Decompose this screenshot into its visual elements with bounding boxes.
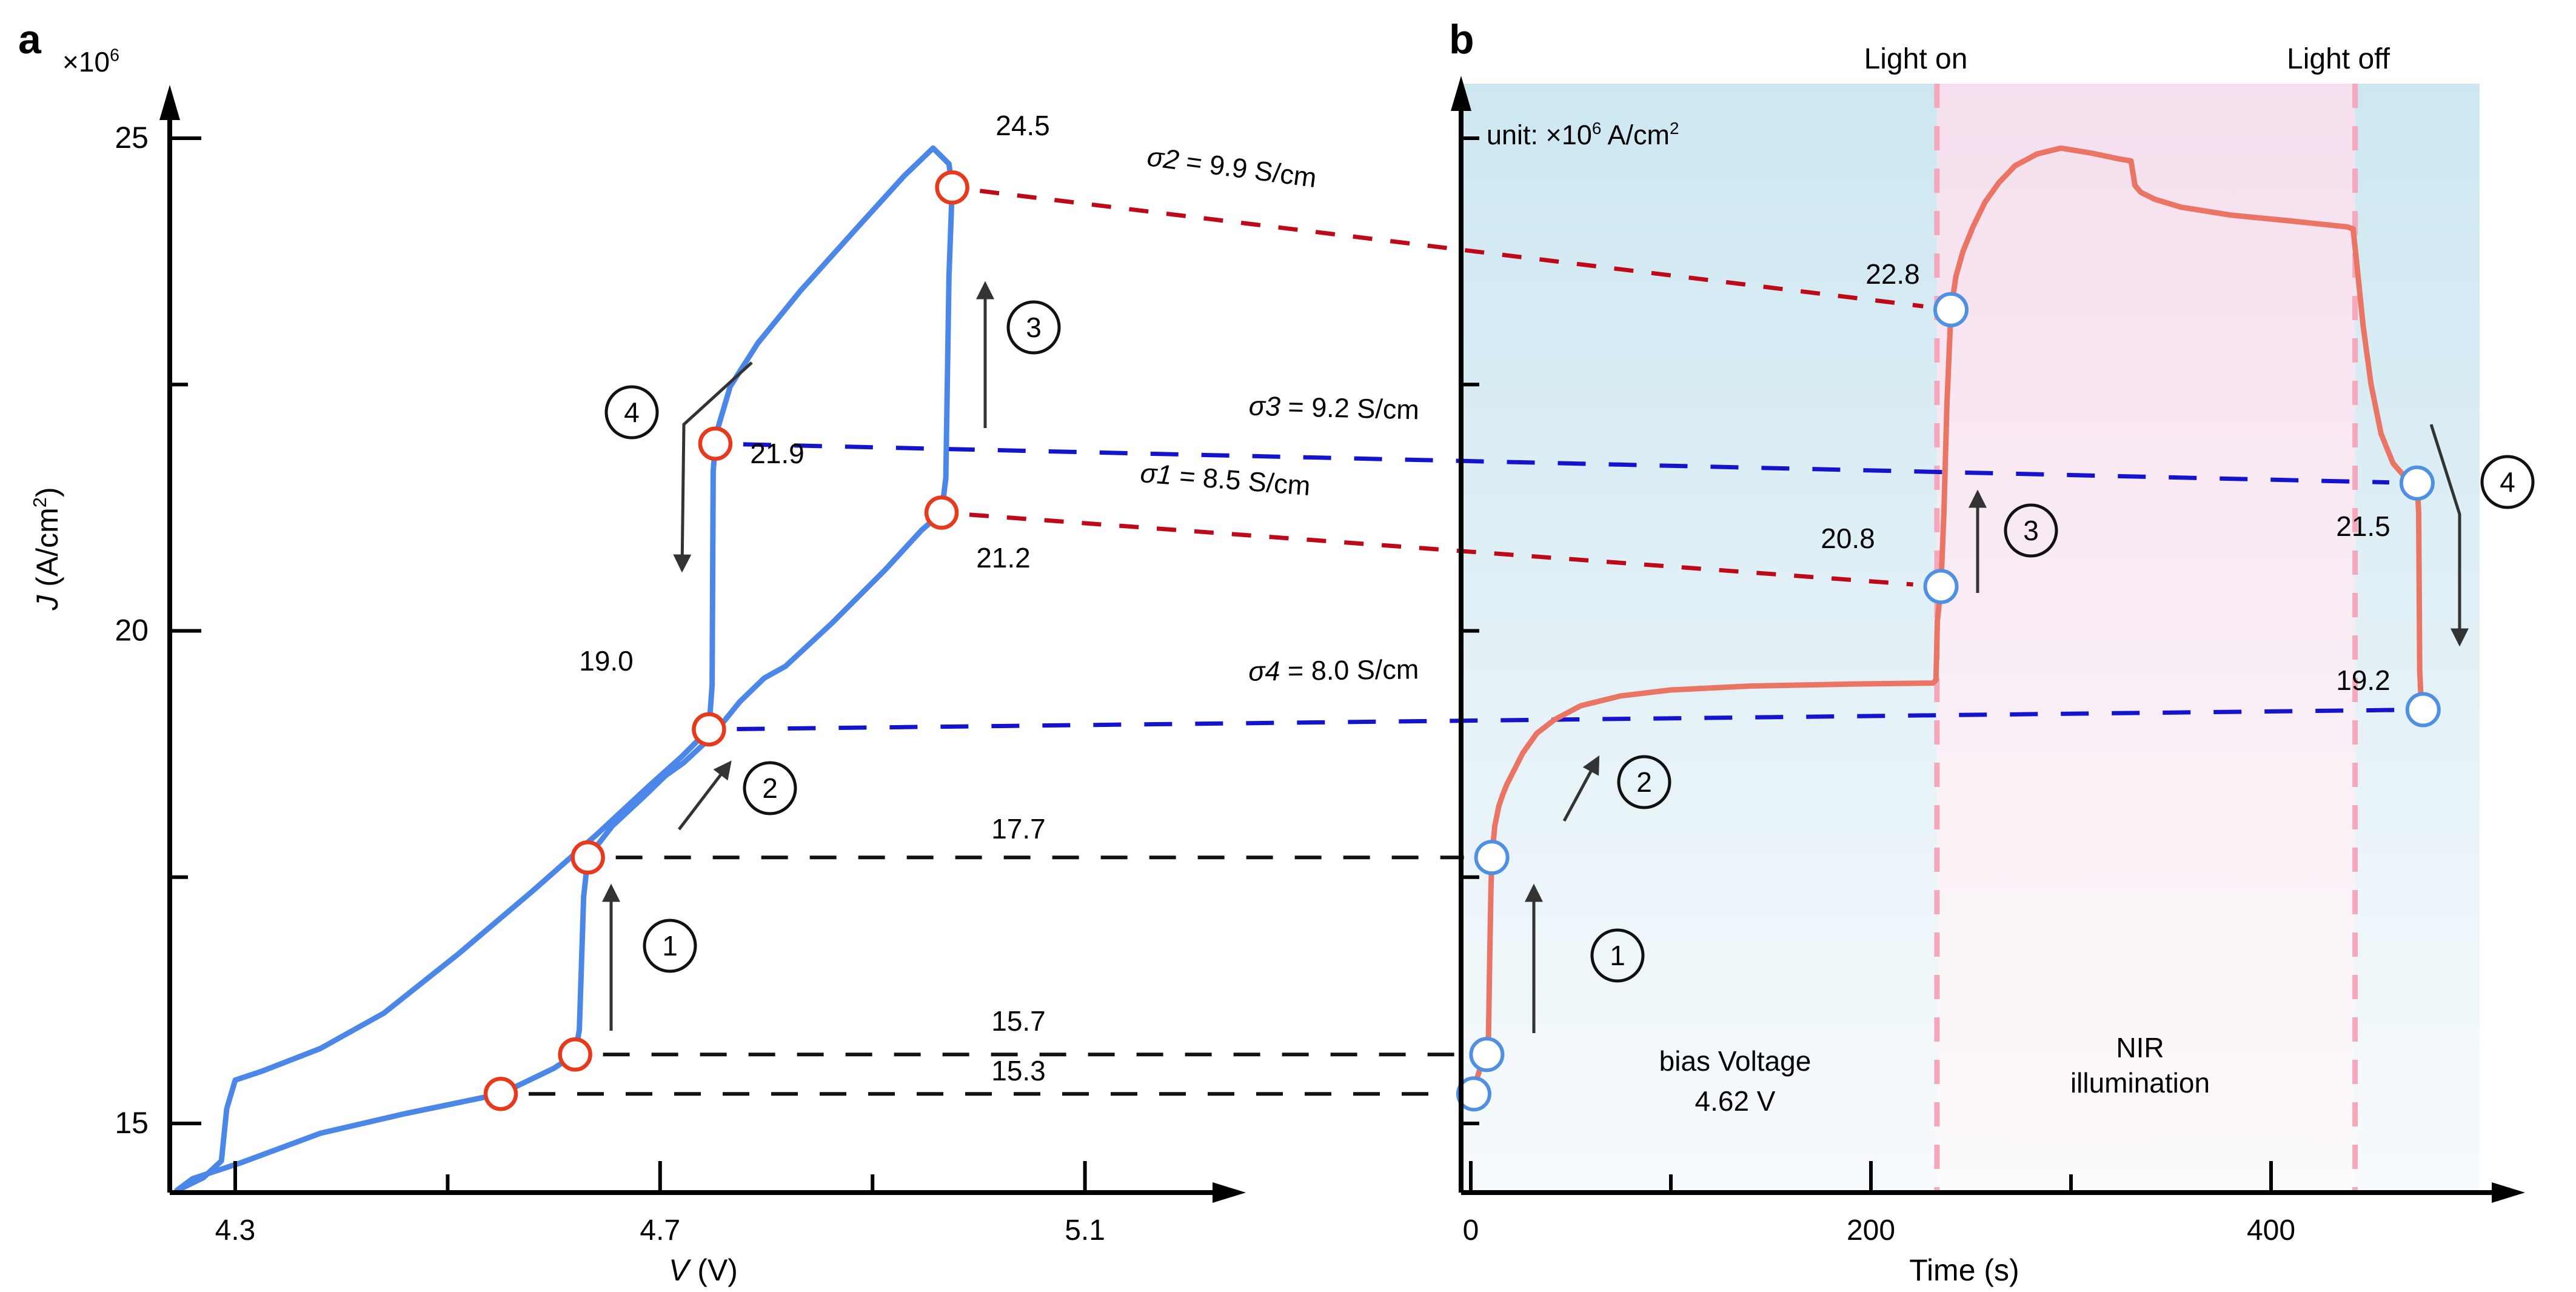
panel-a-marker-21.2 xyxy=(924,495,959,530)
sigma3-connector-line xyxy=(743,442,2389,485)
sigma4-label: σ4 = 8.0 S/cm xyxy=(1248,654,1419,686)
panel-a-y-tick-label-25: 25 xyxy=(115,121,149,155)
panel-b-x-tick-label-0: 0 xyxy=(1463,1214,1479,1247)
panel-b-unit-note: unit: ×106 A/cm2 xyxy=(1487,119,1679,150)
panel-b-x-tick-label-400: 400 xyxy=(2247,1214,2295,1247)
panel-b-step-number-3: 3 xyxy=(2023,515,2039,546)
panel-b-value-label-22.8: 22.8 xyxy=(1865,258,1920,290)
panel-b-letter: b xyxy=(1449,16,1474,62)
panel-a-step-arrow-2 xyxy=(678,760,732,831)
panel-a-y-axis-arrowhead xyxy=(159,85,180,120)
panel-a-value-label-19.0: 19.0 xyxy=(579,645,634,677)
panel-a-value-label-21.9: 21.9 xyxy=(750,438,805,469)
panel-a-marker-15.7 xyxy=(558,1037,592,1072)
panel-a-value-label-24.5: 24.5 xyxy=(995,110,1050,141)
panel-b-region-label-1: 4.62 V xyxy=(1695,1085,1776,1117)
panel-b-region-label-0: bias Voltage xyxy=(1659,1045,1812,1077)
light-off-label: Light off xyxy=(2287,43,2390,75)
panel-a-value-label-15.7: 15.7 xyxy=(991,1005,1046,1037)
panel-b-step-circle-2 xyxy=(1617,755,1671,809)
panel-b-y-axis-arrowhead xyxy=(1451,76,1471,111)
panel-b-step-circle-1 xyxy=(1590,928,1645,983)
panel-b-marker-19.2 xyxy=(2405,692,2441,728)
panel-a-step-circle-1 xyxy=(643,919,697,973)
panel-a-y-tick-label-15: 15 xyxy=(115,1106,149,1140)
sigma2-connector-line xyxy=(979,189,1924,309)
sigma4-connector-line xyxy=(737,708,2395,731)
panel-a-letter: a xyxy=(18,16,42,62)
panel-a-value-label-15.3: 15.3 xyxy=(991,1055,1046,1086)
panel-a-jv-curve xyxy=(174,145,955,1193)
panel-a-marker-15.3 xyxy=(483,1077,518,1111)
panel-b-region-label-3: illumination xyxy=(2070,1067,2210,1099)
panel-a-step-circle-2 xyxy=(743,761,797,815)
panel-b-x-axis-label: Time (s) xyxy=(1909,1253,2019,1287)
panel-b-value-label-19.2: 19.2 xyxy=(2336,664,2390,696)
panel-b-marker-17.7 xyxy=(1474,840,1510,875)
panel-a-x-tick-label-4.3: 4.3 xyxy=(215,1214,256,1247)
panel-b-step-circle-4 xyxy=(2480,455,2535,509)
panel-b-x-axis-arrowhead xyxy=(2492,1182,2525,1203)
panel-a-x-axis-label: V (V) xyxy=(669,1253,738,1287)
panel-a-value-label-21.2: 21.2 xyxy=(976,542,1031,574)
panel-a-marker-17.7 xyxy=(570,840,605,875)
panel-a-marker-24.5 xyxy=(935,170,969,205)
panel-b-marker-21.5 xyxy=(2399,465,2435,501)
panel-a-value-label-17.7: 17.7 xyxy=(991,813,1046,845)
panel-a-x-tick-label-4.7: 4.7 xyxy=(640,1214,680,1247)
sigma2-label: σ2 = 9.9 S/cm xyxy=(1145,141,1318,193)
panel-a-marker-21.9 xyxy=(698,426,733,461)
panel-b-step-number-2: 2 xyxy=(1636,766,1652,798)
panel-b-step-number-1: 1 xyxy=(1610,940,1625,971)
panel-a-y-multiplier: ×106 xyxy=(62,46,119,78)
panel-b-marker-22.8 xyxy=(1933,292,1969,327)
sigma1-connector-line xyxy=(969,512,1913,587)
panel-a-step-number-1: 1 xyxy=(662,930,678,962)
panel-b-marker-15.3 xyxy=(1456,1076,1491,1112)
panel-a-step-arrow-4 xyxy=(673,361,753,573)
panel-a-y-tick-label-20: 20 xyxy=(115,614,149,648)
panel-b-step-circle-3 xyxy=(2004,503,2058,558)
panel-b-marker-15.7 xyxy=(1469,1037,1505,1073)
panel-b-marker-20.8 xyxy=(1923,569,1959,604)
panel-b-step-number-4: 4 xyxy=(2500,466,2515,498)
panel-b-x-tick-label-200: 200 xyxy=(1847,1214,1895,1247)
panel-b-region-label-2: NIR xyxy=(2116,1032,2164,1063)
panel-a-marker-19 xyxy=(692,712,726,747)
panel-a-x-axis-arrowhead xyxy=(1213,1182,1246,1203)
panel-a-step-circle-3 xyxy=(1006,300,1061,355)
region-nir-illumination xyxy=(1936,84,2355,1193)
panel-b-value-label-21.5: 21.5 xyxy=(2336,510,2390,542)
sigma1-label: σ1 = 8.5 S/cm xyxy=(1139,457,1311,501)
panel-a-step-circle-4 xyxy=(604,385,659,440)
panel-b-step-arrow-2 xyxy=(1562,755,1600,822)
region-bias-before-light xyxy=(1461,84,1937,1193)
panel-a-step-number-3: 3 xyxy=(1026,312,1042,343)
panel-b-step-arrow-4 xyxy=(2429,424,2469,647)
panel-a-x-tick-label-5.1: 5.1 xyxy=(1065,1214,1105,1247)
panel-a-step-number-4: 4 xyxy=(624,397,640,428)
panel-a-y-axis-label: J (A/cm2) xyxy=(29,487,64,611)
light-on-label: Light on xyxy=(1864,43,1968,75)
sigma3-label: σ3 = 9.2 S/cm xyxy=(1248,390,1419,426)
panel-a-step-number-2: 2 xyxy=(762,772,778,804)
panel-b-value-label-20.8: 20.8 xyxy=(1821,523,1875,554)
